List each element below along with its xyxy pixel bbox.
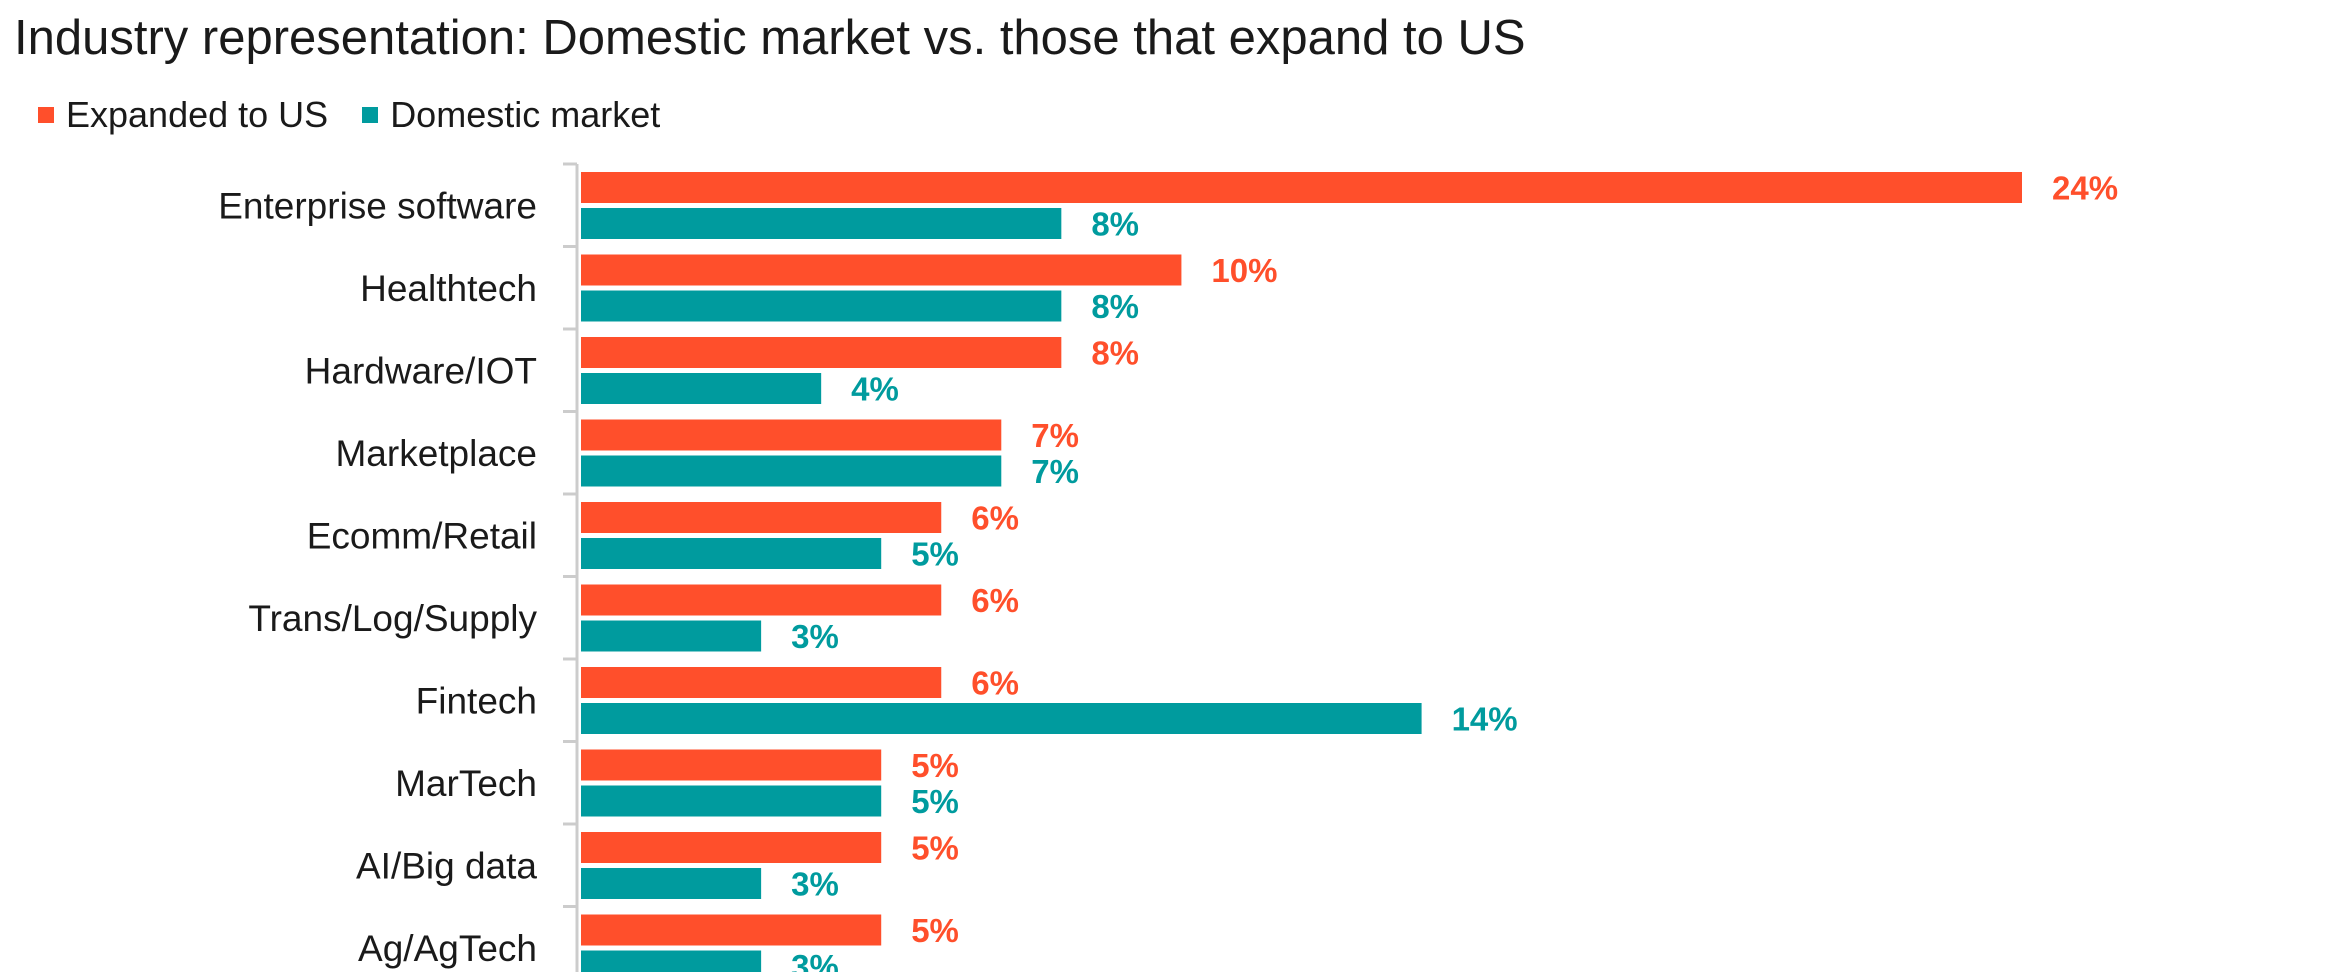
data-label-domestic-market-martech: 5% [911,783,959,820]
data-label-expanded-to-us-fintech: 6% [971,665,1019,702]
bar-domestic-market-healthtech [581,290,1062,322]
data-label-domestic-market-ag-agtech: 3% [791,948,839,972]
data-label-expanded-to-us-enterprise-software: 24% [2052,170,2118,207]
data-label-domestic-market-hardware-iot: 4% [851,371,899,408]
bar-expanded-to-us-trans-log-supply [581,584,942,616]
bar-domestic-market-ai-big-data [581,868,762,899]
bar-expanded-to-us-healthtech [581,254,1182,286]
bar-domestic-market-enterprise-software [581,208,1062,239]
bar-domestic-market-hardware-iot [581,373,822,404]
category-label-hardware-iot: Hardware/IOT [305,350,537,391]
bar-domestic-market-trans-log-supply [581,620,762,652]
legend-label-expanded: Expanded to US [66,94,329,135]
bar-expanded-to-us-hardware-iot [581,337,1062,368]
data-label-expanded-to-us-martech: 5% [911,747,959,784]
data-label-domestic-market-trans-log-supply: 3% [791,618,839,655]
category-label-ai-big-data: AI/Big data [356,845,537,886]
legend-label-domestic: Domestic market [390,94,661,135]
bar-domestic-market-ecomm-retail [581,538,882,569]
category-label-healthtech: Healthtech [360,268,537,309]
category-label-ecomm-retail: Ecomm/Retail [307,515,537,556]
data-label-domestic-market-marketplace: 7% [1031,453,1079,490]
category-label-fintech: Fintech [416,680,537,721]
data-label-domestic-market-fintech: 14% [1452,701,1518,738]
data-label-domestic-market-enterprise-software: 8% [1091,206,1139,243]
bar-domestic-market-marketplace [581,455,1002,487]
data-label-expanded-to-us-ag-agtech: 5% [911,912,959,949]
data-label-expanded-to-us-trans-log-supply: 6% [971,582,1019,619]
data-label-expanded-to-us-marketplace: 7% [1031,417,1079,454]
data-label-domestic-market-ai-big-data: 3% [791,866,839,903]
data-label-domestic-market-healthtech: 8% [1091,288,1139,325]
bar-expanded-to-us-ag-agtech [581,914,882,946]
category-label-enterprise-software: Enterprise software [218,185,537,226]
data-label-expanded-to-us-hardware-iot: 8% [1091,335,1139,372]
data-label-expanded-to-us-ai-big-data: 5% [911,830,959,867]
data-label-domestic-market-ecomm-retail: 5% [911,536,959,573]
bar-expanded-to-us-fintech [581,667,942,698]
chart-legend: Expanded to US Domestic market [38,94,694,136]
chart-title: Industry representation: Domestic market… [14,11,1526,65]
legend-item-expanded: Expanded to US [38,94,328,136]
category-label-ag-agtech: Ag/AgTech [358,928,537,969]
bar-expanded-to-us-martech [581,749,882,781]
bar-domestic-market-martech [581,785,882,817]
bar-domestic-market-ag-agtech [581,950,762,972]
legend-swatch-expanded [38,107,54,123]
bar-expanded-to-us-ecomm-retail [581,502,942,533]
data-label-expanded-to-us-ecomm-retail: 6% [971,500,1019,537]
category-label-marketplace: Marketplace [335,433,537,474]
legend-item-domestic: Domestic market [362,94,660,136]
bar-domestic-market-fintech [581,703,1422,734]
category-label-martech: MarTech [395,763,537,804]
bar-expanded-to-us-enterprise-software [581,172,2022,203]
legend-swatch-domestic [362,107,379,123]
bar-expanded-to-us-marketplace [581,419,1002,451]
category-label-trans-log-supply: Trans/Log/Supply [248,598,537,639]
bar-expanded-to-us-ai-big-data [581,832,882,863]
data-label-expanded-to-us-healthtech: 10% [1211,252,1277,289]
